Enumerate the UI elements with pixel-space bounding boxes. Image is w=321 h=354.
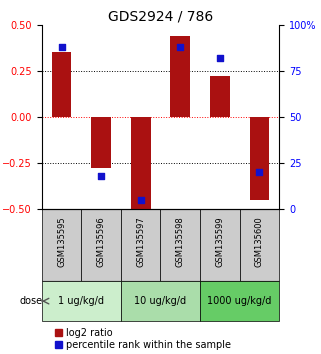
Bar (249, 117, 269, 200)
Bar (52, 52, 71, 117)
Bar (121, 209, 160, 281)
Bar (81, 209, 121, 281)
Text: 10 ug/kg/d: 10 ug/kg/d (134, 296, 187, 306)
Bar (170, 36, 190, 117)
Bar (42, 281, 121, 321)
Text: GSM135598: GSM135598 (176, 216, 185, 267)
Bar (200, 209, 240, 281)
Bar (91, 117, 111, 169)
Bar (121, 281, 200, 321)
Text: 1 ug/kg/d: 1 ug/kg/d (58, 296, 104, 306)
Point (257, 169, 262, 175)
Bar (200, 281, 279, 321)
Text: GSM135596: GSM135596 (97, 216, 106, 267)
Text: GSM135599: GSM135599 (215, 216, 224, 267)
Bar (42, 209, 81, 281)
Point (217, 55, 222, 61)
Point (99, 173, 104, 179)
Bar (240, 209, 279, 281)
Point (178, 44, 183, 50)
Text: 1000 ug/kg/d: 1000 ug/kg/d (207, 296, 272, 306)
Point (59, 44, 64, 50)
Bar (210, 76, 230, 117)
Text: GSM135600: GSM135600 (255, 216, 264, 267)
Bar (160, 209, 200, 281)
Text: GSM135597: GSM135597 (136, 216, 145, 267)
Bar (131, 117, 151, 213)
Title: GDS2924 / 786: GDS2924 / 786 (108, 10, 213, 24)
Text: GSM135595: GSM135595 (57, 216, 66, 267)
Legend: log2 ratio, percentile rank within the sample: log2 ratio, percentile rank within the s… (51, 324, 235, 354)
Text: dose: dose (19, 296, 42, 306)
Point (138, 197, 143, 202)
